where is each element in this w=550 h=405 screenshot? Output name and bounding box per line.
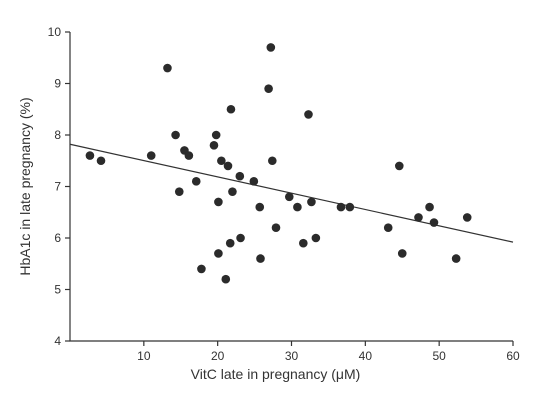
data-point <box>228 187 237 196</box>
data-point <box>304 110 313 119</box>
data-point <box>163 63 172 73</box>
y-tick-label: 7 <box>54 180 61 194</box>
x-tick-label: 20 <box>211 349 225 363</box>
data-points <box>85 43 472 284</box>
data-point <box>96 156 106 166</box>
data-point <box>266 43 276 52</box>
data-point <box>271 223 281 232</box>
axes <box>69 32 513 342</box>
data-point <box>209 141 219 150</box>
data-point <box>397 249 407 258</box>
data-point <box>307 197 316 207</box>
data-point <box>414 213 423 222</box>
data-point <box>191 177 201 186</box>
data-point <box>146 151 156 160</box>
data-point <box>171 130 180 140</box>
data-point <box>264 84 273 93</box>
data-point <box>197 264 206 274</box>
x-tick-label: 30 <box>285 349 299 363</box>
data-point <box>429 218 439 227</box>
x-axis-title: VitC late in pregnancy (μM) <box>191 366 361 382</box>
data-point <box>225 238 235 248</box>
data-point <box>184 151 194 160</box>
x-tick-label: 10 <box>137 349 151 363</box>
y-tick-label: 4 <box>54 334 61 348</box>
y-axis-title: HbA1c in late pregnancy (%) <box>17 97 33 275</box>
y-tick-label: 9 <box>54 77 61 91</box>
x-tick-label: 50 <box>432 349 446 363</box>
data-point <box>268 156 277 166</box>
y-tick-label: 10 <box>48 25 62 39</box>
data-point <box>223 161 233 171</box>
x-tick-label: 40 <box>359 349 373 363</box>
data-point <box>235 171 245 181</box>
data-point <box>236 233 245 243</box>
data-point <box>85 151 95 160</box>
y-tick-label: 8 <box>54 128 61 142</box>
data-point <box>214 249 223 258</box>
axis-frame <box>69 32 513 342</box>
y-axis-ticks: 4 5 6 7 8 9 10 <box>48 25 70 348</box>
x-axis-ticks: 10 20 30 40 50 60 <box>137 341 520 363</box>
data-point <box>255 202 265 212</box>
data-point <box>221 274 231 284</box>
data-point <box>226 104 236 114</box>
data-point <box>462 213 472 222</box>
data-point <box>425 202 434 212</box>
data-point <box>214 197 223 207</box>
data-point <box>345 202 355 212</box>
data-point <box>256 254 265 263</box>
data-point <box>217 156 226 166</box>
data-point <box>394 161 404 171</box>
y-tick-label: 5 <box>54 283 61 297</box>
x-tick-label: 60 <box>506 349 520 363</box>
data-point <box>211 130 221 140</box>
data-point <box>383 223 393 232</box>
data-point <box>174 187 184 196</box>
data-point <box>299 238 308 248</box>
data-point <box>336 202 346 212</box>
data-point <box>451 254 461 263</box>
data-point <box>249 177 259 186</box>
data-point <box>293 202 302 212</box>
data-point <box>311 233 321 243</box>
y-tick-label: 6 <box>54 231 61 245</box>
data-point <box>284 192 294 202</box>
